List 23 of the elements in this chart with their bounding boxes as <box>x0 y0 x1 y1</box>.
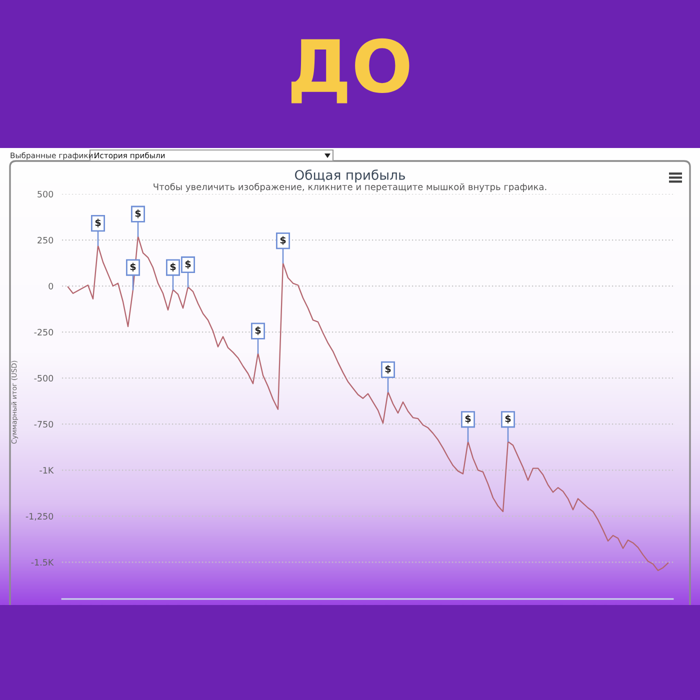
y-tick-label: 0 <box>48 282 54 290</box>
data-label: $ <box>95 218 101 228</box>
chart-subtitle: Чтобы увеличить изображение, кликните и перетащите мышкой внутрь графика. <box>154 183 546 192</box>
data-label: $ <box>280 236 286 245</box>
text: ДО <box>291 38 410 104</box>
y-tick-label: -500 <box>34 374 54 382</box>
data-label: $ <box>505 414 511 424</box>
data-label: $ <box>135 209 141 218</box>
y-tick-label: -750 <box>34 420 54 428</box>
y-tick-label: -250 <box>34 328 54 336</box>
data-label: $ <box>465 414 471 424</box>
y-tick-label: -1.5K <box>31 559 54 566</box>
data-label: $ <box>255 326 261 336</box>
y-tick-label: -1K <box>40 467 54 474</box>
data-label: $ <box>385 364 391 374</box>
data-label: $ <box>185 260 191 269</box>
data-label: $ <box>170 262 176 272</box>
y-tick-label: 500 <box>38 190 54 198</box>
line-series <box>67 236 669 572</box>
y-tick-label: -1,250 <box>26 512 54 520</box>
y-tick-label: 250 <box>38 236 54 244</box>
chart-title: Общая прибыль <box>294 170 405 182</box>
data-label: $ <box>130 262 136 272</box>
